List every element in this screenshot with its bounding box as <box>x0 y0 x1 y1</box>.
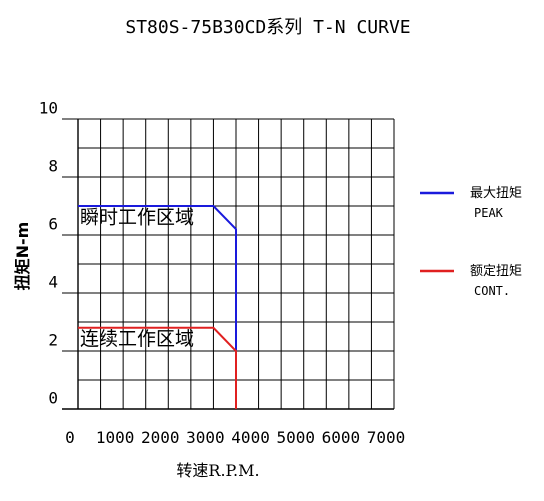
series-line-cont <box>78 326 237 409</box>
x-tick-label: 5000 <box>276 428 315 447</box>
x-tick-label: 7000 <box>367 428 406 447</box>
y-tick-label: 0 <box>48 389 58 408</box>
y-tick-label: 2 <box>48 331 58 350</box>
series-line-peak <box>78 205 237 409</box>
legend: 最大扭矩 PEAK 额定扭矩 CONT. <box>420 186 522 298</box>
y-axis-label: 扭矩N-m <box>13 222 32 291</box>
legend-sublabel-peak: PEAK <box>474 206 504 220</box>
x-tick-label: 2000 <box>141 428 180 447</box>
legend-label-peak: 最大扭矩 <box>470 186 522 201</box>
y-tick-label: 6 <box>48 215 58 234</box>
x-tick-label: 4000 <box>231 428 270 447</box>
x-axis-label: 转速R.P.M. <box>176 461 259 480</box>
region-label-cont: 连续工作区域 <box>80 328 194 350</box>
x-tick-label: 0 <box>65 428 75 447</box>
y-tick-labels: 0 2 4 6 8 10 <box>39 99 58 408</box>
x-tick-labels: 0 1000 2000 3000 4000 5000 6000 7000 <box>65 428 405 447</box>
x-tick-label: 1000 <box>96 428 135 447</box>
legend-sublabel-cont: CONT. <box>474 284 510 298</box>
axes-frame <box>62 118 394 410</box>
x-tick-label: 6000 <box>322 428 361 447</box>
legend-label-cont: 额定扭矩 <box>470 264 522 279</box>
y-tick-label: 10 <box>39 99 58 118</box>
chart-title: ST80S-75B30CD系列 T-N CURVE <box>125 17 410 38</box>
y-tick-label: 8 <box>48 157 58 176</box>
region-label-peak: 瞬时工作区域 <box>80 206 194 228</box>
y-tick-label: 4 <box>48 273 58 292</box>
series-lines <box>78 205 237 409</box>
x-tick-label: 3000 <box>186 428 225 447</box>
